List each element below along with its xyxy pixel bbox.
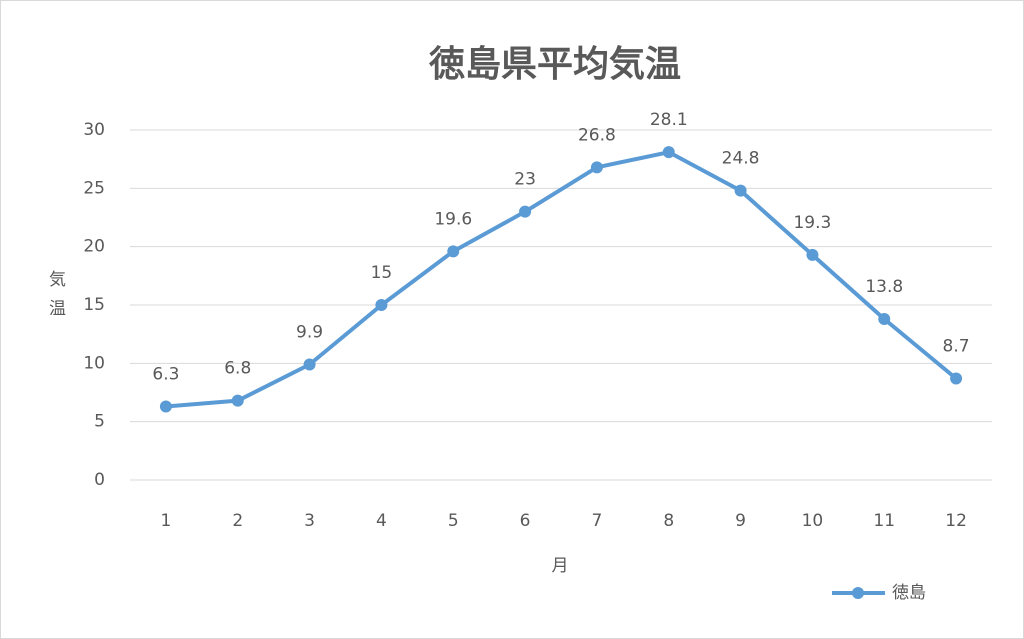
data-point: [590, 161, 603, 174]
data-point: [519, 205, 532, 218]
data-point: [878, 313, 891, 325]
chart-title: 徳島県平均気温: [428, 44, 681, 85]
data-point: [375, 299, 388, 311]
y-tick-label: 10: [83, 353, 105, 373]
x-tick-label: 7: [592, 511, 603, 531]
data-label: 26.8: [578, 125, 616, 145]
data-label: 19.6: [434, 209, 472, 229]
data-label: 9.9: [296, 323, 323, 343]
data-label: 15: [371, 263, 393, 283]
data-label: 24.8: [722, 149, 760, 169]
y-tick-label: 5: [94, 412, 105, 432]
data-label: 19.3: [793, 213, 831, 233]
y-tick-label: 25: [83, 178, 105, 198]
x-tick-label: 9: [735, 511, 746, 531]
y-tick-label: 0: [94, 470, 105, 490]
data-point: [734, 184, 747, 197]
y-tick-label: 30: [83, 120, 105, 140]
x-axis-label: 月: [552, 556, 569, 576]
x-tick-label: 5: [448, 511, 459, 531]
x-tick-label: 10: [802, 511, 824, 531]
legend-label: 徳島: [892, 583, 926, 603]
x-tick-label: 1: [161, 511, 172, 531]
data-label: 6.3: [152, 365, 179, 385]
data-point: [662, 146, 675, 159]
data-point: [806, 248, 819, 261]
legend-marker: [852, 587, 864, 599]
data-point: [231, 394, 244, 407]
series-line: [165, 150, 958, 409]
x-tick-label: 3: [304, 511, 315, 531]
data-label: 23: [514, 170, 536, 190]
x-tick-label: 11: [873, 511, 895, 531]
y-tick-label: 15: [83, 295, 105, 315]
x-tick-label: 2: [232, 511, 243, 531]
data-point: [303, 358, 316, 371]
y-tick-label: 20: [83, 237, 105, 257]
x-tick-label: 6: [520, 511, 531, 531]
x-tick-label: 8: [663, 511, 674, 531]
data-label: 13.8: [865, 277, 903, 297]
y-axis-label: 気温: [45, 270, 66, 328]
x-tick-label: 12: [945, 511, 967, 531]
data-label: 6.8: [224, 359, 251, 379]
data-point: [447, 245, 460, 258]
data-point: [950, 372, 963, 385]
data-label: 8.7: [943, 337, 970, 357]
data-label: 28.1: [650, 110, 688, 130]
x-tick-label: 4: [376, 511, 387, 531]
data-point: [159, 400, 172, 413]
